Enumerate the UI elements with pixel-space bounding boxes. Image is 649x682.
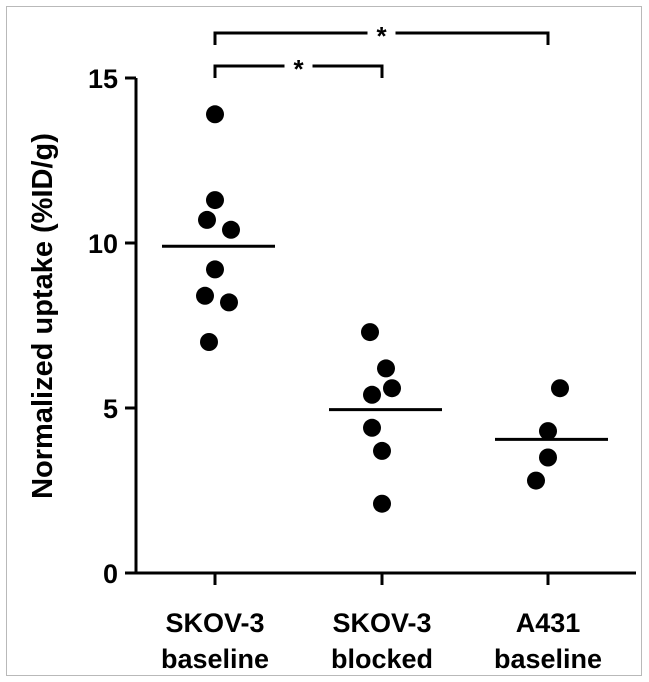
y-tick-label: 5 — [103, 394, 118, 424]
x-category-label: blocked — [331, 644, 433, 674]
y-tick-label: 0 — [103, 559, 118, 589]
data-point — [196, 286, 214, 305]
data-point — [361, 323, 379, 342]
x-category-label: A431 — [516, 608, 581, 638]
data-point — [373, 494, 391, 513]
y-tick-label: 10 — [88, 229, 118, 259]
data-points — [196, 105, 569, 513]
significance-bracket — [213, 64, 285, 78]
data-point — [373, 441, 391, 460]
data-point — [363, 418, 381, 437]
data-point — [551, 379, 569, 398]
figure-frame — [6, 6, 642, 676]
data-point — [222, 220, 240, 239]
significance-brackets: ** — [213, 21, 550, 84]
data-point — [200, 333, 218, 351]
significance-bracket — [395, 31, 550, 45]
mean-lines — [162, 244, 608, 441]
data-point — [363, 385, 381, 404]
x-category-label: SKOV-3 — [165, 608, 264, 638]
significance-star: * — [293, 54, 304, 84]
data-point — [539, 448, 557, 467]
data-point — [198, 210, 216, 229]
y-tick-label: 15 — [88, 64, 118, 94]
data-point — [527, 471, 545, 490]
data-point — [220, 293, 238, 312]
data-point — [206, 191, 224, 210]
data-point — [206, 105, 224, 124]
x-axis: SKOV-3 baseline SKOV-3 blocked A431 baseline — [134, 571, 636, 674]
data-point — [377, 359, 395, 378]
significance-bracket — [312, 64, 384, 78]
data-point — [539, 422, 557, 441]
data-point — [383, 379, 401, 398]
significance-star: * — [376, 21, 387, 51]
x-category-label: baseline — [161, 644, 269, 674]
x-category-label: SKOV-3 — [332, 608, 431, 638]
data-point — [206, 260, 224, 279]
x-category-label: baseline — [494, 644, 602, 674]
significance-bracket — [213, 31, 368, 45]
y-axis-title: Normalized uptake (%ID/g) — [27, 133, 59, 499]
y-axis: 0 5 10 15 — [88, 64, 138, 589]
